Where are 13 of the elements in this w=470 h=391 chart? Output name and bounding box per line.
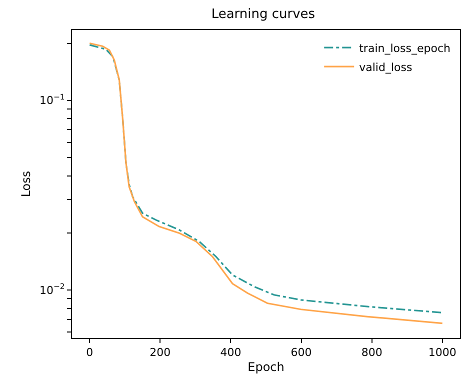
x-tick-label: 600 xyxy=(290,346,312,360)
y-tick-label: 10$^{−2}$ xyxy=(39,282,65,297)
x-tick-label: 1000 xyxy=(428,346,456,360)
x-tick-label: 800 xyxy=(361,346,382,360)
legend-label: train_loss_epoch xyxy=(359,42,450,55)
x-tick-label: 400 xyxy=(220,346,242,360)
y-axis-title: Loss xyxy=(18,170,33,198)
x-tick-label: 0 xyxy=(86,346,94,360)
x-axis-title: Epoch xyxy=(248,360,284,374)
legend-label: valid_loss xyxy=(359,60,412,74)
x-tick-label: 200 xyxy=(150,346,171,360)
chart-title: Learning curves xyxy=(211,7,316,22)
y-tick-label: 10$^{−1}$ xyxy=(39,92,65,108)
